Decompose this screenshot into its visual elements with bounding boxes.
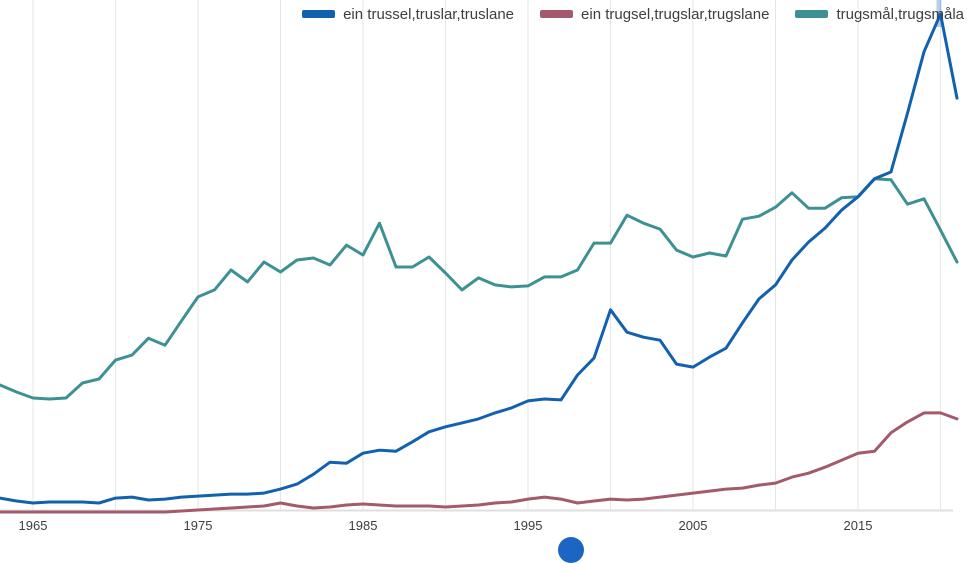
line-chart[interactable] xyxy=(0,0,967,541)
legend-item-ein-trussel[interactable]: ein trussel,truslar,truslane xyxy=(302,6,514,23)
x-axis-label: 1985 xyxy=(348,518,378,533)
legend-swatch-blue-icon xyxy=(302,10,336,18)
legend-label: ein trugsel,trugslar,trugslane xyxy=(581,5,770,23)
legend-item-trugsmal[interactable]: trugsmål,trugsmåla xyxy=(795,6,964,23)
legend: ein trussel,truslar,truslane ein trugsel… xyxy=(0,2,964,26)
series-line-2[interactable] xyxy=(0,177,959,401)
x-axis-label: 1965 xyxy=(18,518,48,533)
series-line-1[interactable] xyxy=(0,411,959,514)
clipped-peak-streak xyxy=(936,0,942,27)
x-axis-label: 1995 xyxy=(513,518,543,533)
legend-swatch-maroon-icon xyxy=(540,10,574,18)
x-axis-label: 2015 xyxy=(843,518,873,533)
legend-item-ein-trugsel[interactable]: ein trugsel,trugslar,trugslane xyxy=(540,6,769,23)
legend-label: ein trussel,truslar,truslane xyxy=(343,5,515,23)
x-axis-label: 1975 xyxy=(183,518,213,533)
legend-label: trugsmål,trugsmåla xyxy=(836,5,964,23)
legend-swatch-teal-icon xyxy=(795,10,829,18)
series-line-0[interactable] xyxy=(0,12,959,505)
x-axis-label: 2005 xyxy=(678,518,708,533)
